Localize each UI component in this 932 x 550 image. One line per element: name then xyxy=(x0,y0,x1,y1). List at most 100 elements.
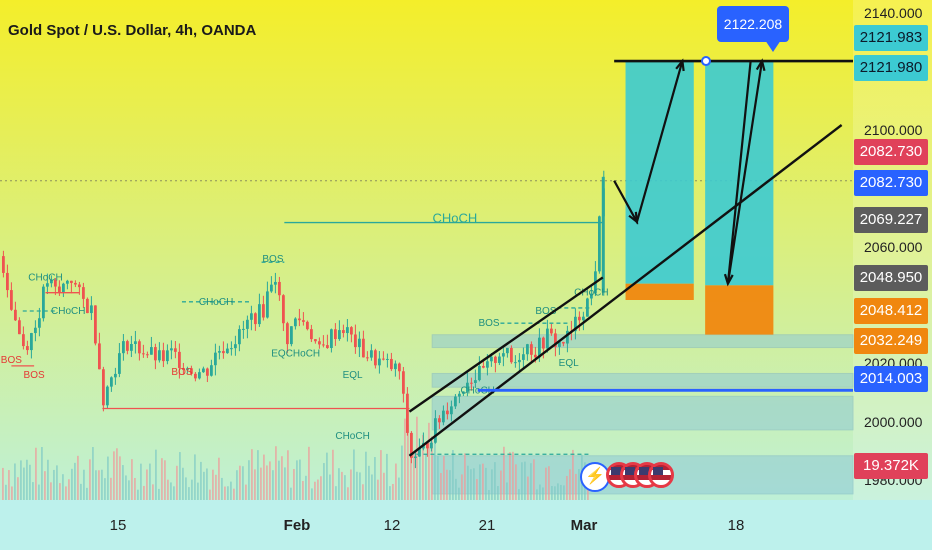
volume-bar xyxy=(458,487,460,500)
annotation-label: BOS xyxy=(24,370,45,381)
candle-body xyxy=(538,337,541,358)
zone-box xyxy=(431,334,854,349)
candle-body xyxy=(154,347,157,361)
y-tick: 2000.000 xyxy=(864,414,923,430)
arrow-head xyxy=(755,58,766,72)
zone-box xyxy=(431,372,854,388)
candle-body xyxy=(601,176,605,293)
candle-body xyxy=(458,393,461,397)
volume-bar xyxy=(245,484,247,500)
candle-body xyxy=(414,456,417,459)
volume-bar xyxy=(521,462,523,500)
candle-body xyxy=(370,350,373,358)
volume-bar xyxy=(545,467,547,500)
volume-bar xyxy=(86,487,88,500)
volume-bar xyxy=(512,451,514,500)
y-tick: 2100.000 xyxy=(864,122,923,138)
candle-body xyxy=(514,362,517,364)
annotation-label: BOS xyxy=(478,318,499,329)
volume-bar xyxy=(140,463,142,500)
candle-body xyxy=(190,368,193,374)
volume-bar xyxy=(125,475,127,500)
volume-bar xyxy=(356,471,358,500)
volume-bar xyxy=(332,449,334,500)
price-tag: 2048.950 xyxy=(854,265,928,291)
candle-body xyxy=(550,328,553,334)
volume-bar xyxy=(164,460,166,500)
candle-body xyxy=(42,286,45,319)
volume-bar xyxy=(398,477,400,500)
candle-body xyxy=(230,348,233,350)
candle-body xyxy=(290,326,293,345)
candle-body xyxy=(482,365,485,368)
candle-body xyxy=(278,281,281,296)
volume-bar xyxy=(35,447,37,500)
volume-bar xyxy=(212,469,214,500)
volume-bar xyxy=(209,489,211,500)
candle-body xyxy=(210,365,213,376)
volume-bar xyxy=(53,469,55,500)
candle-body xyxy=(486,361,489,368)
candle-body xyxy=(390,358,393,370)
volume-bar xyxy=(98,470,100,500)
candle-body xyxy=(466,382,469,392)
candle-body xyxy=(506,348,509,354)
volume-bar xyxy=(233,488,235,500)
candle-body xyxy=(546,328,549,349)
volume-bar xyxy=(257,450,259,500)
volume-bar xyxy=(542,487,544,500)
chart-title: Gold Spot / U.S. Dollar, 4h, OANDA xyxy=(8,22,257,39)
candle-body xyxy=(250,313,253,320)
volume-bar xyxy=(317,479,319,500)
volume-bar xyxy=(29,464,31,500)
volume-bar xyxy=(158,488,160,500)
volume-bar xyxy=(122,465,124,500)
candle-body xyxy=(238,329,241,345)
candle-body xyxy=(282,295,285,324)
volume-bar xyxy=(155,449,157,500)
volume-bar xyxy=(308,446,310,500)
volume-bar xyxy=(386,453,388,500)
us-flag-icon[interactable] xyxy=(648,462,674,488)
volume-bar xyxy=(503,446,505,500)
volume-bar xyxy=(260,467,262,500)
candle-body xyxy=(146,354,149,356)
volume-bar xyxy=(569,469,571,500)
candle-body xyxy=(174,348,177,352)
volume-bar xyxy=(407,424,409,500)
volume-bar xyxy=(182,467,184,500)
volume-bar xyxy=(437,456,439,500)
candle-body xyxy=(386,358,389,360)
candle-body xyxy=(242,328,245,330)
candle-body xyxy=(122,341,125,354)
candle-body xyxy=(566,330,569,344)
volume-bar xyxy=(422,434,424,500)
volume-bar xyxy=(71,468,73,500)
volume-bar xyxy=(428,422,430,500)
candle-body xyxy=(134,341,137,344)
volume-bar xyxy=(509,452,511,500)
us-flag-icon[interactable] xyxy=(620,462,646,488)
volume-bar xyxy=(548,466,550,500)
volume-bar xyxy=(314,481,316,500)
candle-body xyxy=(82,287,85,299)
volume-bar xyxy=(41,446,43,500)
volume-bar xyxy=(263,454,265,500)
volume-bar xyxy=(254,469,256,500)
candle-body xyxy=(334,329,337,340)
volume-bar xyxy=(488,489,490,500)
volume-bar xyxy=(323,463,325,500)
candle-body xyxy=(170,348,173,351)
volume-bar xyxy=(413,454,415,500)
volume-bar xyxy=(227,486,229,500)
candle-body xyxy=(310,329,313,340)
price-tag: 2121.980 xyxy=(854,55,928,81)
candle-body xyxy=(246,319,249,329)
price-tag: 2014.003 xyxy=(854,366,928,392)
candle-body xyxy=(178,351,181,368)
candle-body xyxy=(126,341,129,351)
volume-bar xyxy=(17,477,19,500)
volume-bar xyxy=(200,461,202,500)
lightning-icon[interactable]: ⚡ xyxy=(580,462,610,492)
volume-bar xyxy=(443,456,445,500)
